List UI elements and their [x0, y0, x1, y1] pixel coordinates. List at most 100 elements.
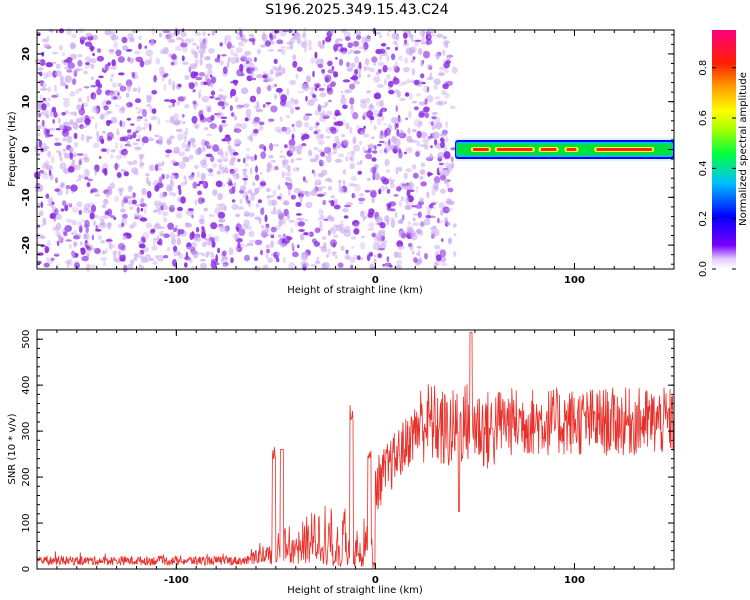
noise-blob — [58, 125, 64, 130]
noise-blob — [163, 46, 169, 55]
noise-blob — [315, 84, 320, 88]
noise-blob — [295, 213, 302, 216]
noise-blob — [92, 52, 95, 57]
band-hot-core — [472, 148, 489, 151]
noise-blob — [434, 96, 441, 100]
noise-blob — [114, 142, 118, 150]
noise-blob — [244, 254, 250, 262]
noise-blob — [207, 48, 216, 54]
noise-blob — [407, 201, 414, 210]
noise-blob — [54, 142, 62, 146]
noise-blob — [282, 163, 286, 168]
noise-blob — [323, 218, 329, 221]
noise-blob — [235, 35, 243, 40]
noise-blob — [163, 99, 171, 102]
noise-blob — [88, 64, 93, 67]
noise-blob — [207, 173, 215, 177]
noise-blob — [105, 239, 113, 242]
noise-blob — [280, 94, 288, 103]
noise-blob — [104, 167, 108, 176]
noise-blob — [158, 66, 165, 75]
noise-blob — [397, 166, 403, 172]
noise-blob — [360, 235, 365, 239]
noise-blob — [382, 65, 388, 73]
noise-blob — [439, 137, 445, 143]
noise-blob — [340, 134, 345, 138]
noise-blob — [169, 175, 177, 180]
noise-blob — [225, 134, 231, 138]
noise-blob — [129, 206, 134, 210]
noise-blob — [65, 185, 71, 190]
noise-blob — [120, 144, 123, 149]
noise-blob — [327, 152, 332, 157]
noise-blob — [254, 256, 258, 261]
noise-blob — [126, 102, 133, 108]
noise-blob — [415, 39, 422, 42]
noise-blob — [83, 242, 90, 246]
noise-blob — [211, 32, 215, 36]
noise-blob — [314, 227, 321, 234]
noise-blob — [242, 169, 247, 177]
noise-blob — [403, 172, 408, 180]
noise-blob — [227, 144, 232, 152]
noise-blob — [327, 60, 333, 67]
noise-blob — [136, 138, 140, 142]
noise-blob — [201, 226, 205, 230]
noise-blob — [373, 125, 377, 130]
noise-blob — [210, 222, 218, 230]
noise-blob — [194, 199, 197, 206]
noise-blob — [119, 136, 126, 142]
noise-blob — [321, 68, 325, 74]
noise-blob — [328, 178, 333, 183]
noise-blob — [102, 163, 109, 171]
noise-blob — [165, 173, 170, 180]
noise-blob — [147, 180, 152, 187]
noise-blob — [37, 67, 44, 71]
noise-blob — [416, 140, 421, 147]
noise-blob — [245, 108, 252, 117]
noise-blob — [229, 161, 235, 166]
noise-blob — [416, 245, 422, 249]
noise-blob — [237, 158, 241, 163]
noise-blob — [62, 97, 70, 101]
noise-blob — [384, 159, 391, 167]
noise-blob — [177, 251, 181, 256]
noise-blob — [254, 174, 260, 181]
noise-blob — [445, 208, 454, 211]
noise-blob — [142, 246, 150, 253]
noise-blob — [239, 29, 243, 38]
noise-blob — [275, 224, 281, 231]
noise-blob — [133, 213, 140, 219]
noise-blob — [121, 199, 125, 208]
noise-blob — [250, 167, 253, 175]
noise-blob — [335, 255, 338, 260]
noise-blob — [200, 41, 205, 46]
noise-blob — [333, 234, 339, 239]
noise-blob — [207, 108, 211, 112]
noise-blob — [52, 226, 59, 231]
noise-blob — [277, 128, 281, 133]
noise-blob — [442, 168, 450, 177]
noise-blob — [45, 113, 50, 119]
noise-blob — [405, 185, 412, 191]
noise-blob — [131, 199, 137, 205]
noise-blob — [359, 140, 362, 146]
noise-blob — [198, 218, 205, 225]
noise-blob — [182, 120, 186, 125]
noise-blob — [371, 56, 378, 63]
noise-blob — [40, 171, 48, 176]
noise-blob — [148, 164, 155, 172]
noise-blob — [240, 87, 249, 95]
noise-blob — [84, 219, 90, 228]
noise-blob — [202, 31, 206, 37]
noise-blob — [302, 176, 306, 182]
noise-blob — [217, 247, 221, 254]
noise-blob — [89, 58, 97, 64]
noise-blob — [327, 185, 333, 191]
noise-blob — [273, 206, 276, 212]
noise-blob — [257, 199, 262, 204]
noise-blob — [326, 254, 329, 258]
noise-blob — [402, 245, 405, 249]
noise-blob — [171, 159, 176, 165]
noise-blob — [433, 228, 440, 237]
